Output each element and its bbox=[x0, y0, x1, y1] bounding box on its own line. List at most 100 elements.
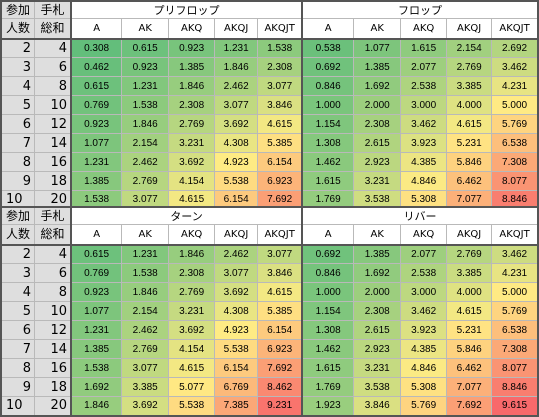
value-cell[interactable]: 3.231 bbox=[168, 133, 216, 153]
players-cell[interactable]: 4 bbox=[0, 76, 36, 96]
players-cell[interactable]: 8 bbox=[0, 358, 36, 378]
cards-cell[interactable]: 8 bbox=[34, 282, 73, 302]
value-cell[interactable]: 6.462 bbox=[446, 171, 493, 191]
value-cell[interactable]: 5.769 bbox=[491, 114, 539, 134]
value-cell[interactable]: 1.615 bbox=[301, 358, 355, 378]
value-cell[interactable]: 3.462 bbox=[400, 301, 448, 321]
value-cell[interactable]: 5.538 bbox=[168, 396, 216, 417]
value-cell[interactable]: 0.923 bbox=[70, 282, 123, 302]
value-cell[interactable]: 2.692 bbox=[491, 38, 539, 58]
value-cell[interactable]: 1.846 bbox=[70, 396, 123, 417]
cards-cell[interactable]: 6 bbox=[34, 57, 73, 77]
value-cell[interactable]: 0.692 bbox=[301, 57, 355, 77]
value-cell[interactable]: 0.769 bbox=[70, 263, 123, 283]
value-cell[interactable]: 0.769 bbox=[70, 95, 123, 115]
value-cell[interactable]: 1.154 bbox=[301, 301, 355, 321]
value-cell[interactable]: 2.462 bbox=[214, 76, 259, 96]
cards-cell[interactable]: 14 bbox=[34, 133, 73, 153]
players-cell[interactable]: 3 bbox=[0, 263, 36, 283]
value-cell[interactable]: 6.923 bbox=[257, 339, 304, 359]
players-cell[interactable]: 6 bbox=[0, 114, 36, 134]
value-cell[interactable]: 4.615 bbox=[257, 114, 304, 134]
value-cell[interactable]: 0.692 bbox=[301, 244, 355, 264]
value-cell[interactable]: 5.538 bbox=[214, 171, 259, 191]
value-cell[interactable]: 2.462 bbox=[214, 244, 259, 264]
value-cell[interactable]: 3.923 bbox=[400, 320, 448, 340]
value-cell[interactable]: 1.846 bbox=[168, 244, 216, 264]
value-cell[interactable]: 2.769 bbox=[121, 171, 170, 191]
value-cell[interactable]: 3.077 bbox=[257, 76, 304, 96]
value-cell[interactable]: 2.000 bbox=[353, 95, 402, 115]
value-cell[interactable]: 3.077 bbox=[121, 358, 170, 378]
value-cell[interactable]: 2.308 bbox=[257, 57, 304, 77]
value-cell[interactable]: 2.923 bbox=[353, 339, 402, 359]
cards-cell[interactable]: 18 bbox=[34, 171, 73, 191]
value-cell[interactable]: 3.231 bbox=[353, 358, 402, 378]
value-cell[interactable]: 2.769 bbox=[168, 282, 216, 302]
value-cell[interactable]: 6.154 bbox=[257, 152, 304, 172]
value-cell[interactable]: 2.000 bbox=[353, 282, 402, 302]
value-cell[interactable]: 3.692 bbox=[168, 152, 216, 172]
value-cell[interactable]: 1.231 bbox=[70, 320, 123, 340]
value-cell[interactable]: 1.846 bbox=[214, 57, 259, 77]
value-cell[interactable]: 1.154 bbox=[301, 114, 355, 134]
value-cell[interactable]: 1.077 bbox=[70, 301, 123, 321]
value-cell[interactable]: 3.692 bbox=[214, 114, 259, 134]
value-cell[interactable]: 8.462 bbox=[257, 377, 304, 397]
value-cell[interactable]: 4.615 bbox=[446, 114, 493, 134]
value-cell[interactable]: 3.692 bbox=[168, 320, 216, 340]
value-cell[interactable]: 9.231 bbox=[257, 396, 304, 417]
value-cell[interactable]: 5.308 bbox=[400, 377, 448, 397]
value-cell[interactable]: 2.308 bbox=[168, 95, 216, 115]
value-cell[interactable]: 6.769 bbox=[214, 377, 259, 397]
value-cell[interactable]: 1.308 bbox=[301, 133, 355, 153]
value-cell[interactable]: 2.308 bbox=[353, 114, 402, 134]
value-cell[interactable]: 0.462 bbox=[70, 57, 123, 77]
value-cell[interactable]: 1.692 bbox=[353, 263, 402, 283]
players-cell[interactable]: 2 bbox=[0, 244, 36, 264]
value-cell[interactable]: 1.385 bbox=[353, 57, 402, 77]
value-cell[interactable]: 0.615 bbox=[70, 76, 123, 96]
value-cell[interactable]: 7.308 bbox=[491, 152, 539, 172]
value-cell[interactable]: 3.000 bbox=[400, 95, 448, 115]
value-cell[interactable]: 0.846 bbox=[301, 76, 355, 96]
value-cell[interactable]: 1.538 bbox=[257, 38, 304, 58]
value-cell[interactable]: 0.923 bbox=[121, 57, 170, 77]
players-cell[interactable]: 7 bbox=[0, 133, 36, 153]
value-cell[interactable]: 1.769 bbox=[301, 377, 355, 397]
value-cell[interactable]: 2.769 bbox=[168, 114, 216, 134]
value-cell[interactable]: 5.231 bbox=[446, 320, 493, 340]
value-cell[interactable]: 5.385 bbox=[257, 301, 304, 321]
value-cell[interactable]: 1.308 bbox=[301, 320, 355, 340]
value-cell[interactable]: 7.077 bbox=[446, 377, 493, 397]
value-cell[interactable]: 3.385 bbox=[446, 263, 493, 283]
value-cell[interactable]: 5.846 bbox=[446, 339, 493, 359]
value-cell[interactable]: 2.077 bbox=[400, 57, 448, 77]
value-cell[interactable]: 1.846 bbox=[168, 76, 216, 96]
value-cell[interactable]: 4.000 bbox=[446, 95, 493, 115]
value-cell[interactable]: 0.923 bbox=[168, 38, 216, 58]
value-cell[interactable]: 3.231 bbox=[353, 171, 402, 191]
value-cell[interactable]: 6.538 bbox=[491, 320, 539, 340]
players-cell[interactable]: 2 bbox=[0, 38, 36, 58]
value-cell[interactable]: 1.462 bbox=[301, 339, 355, 359]
players-cell[interactable]: 9 bbox=[0, 377, 36, 397]
players-cell[interactable]: 10 bbox=[0, 396, 36, 417]
value-cell[interactable]: 3.231 bbox=[168, 301, 216, 321]
value-cell[interactable]: 0.615 bbox=[70, 244, 123, 264]
value-cell[interactable]: 3.000 bbox=[400, 282, 448, 302]
value-cell[interactable]: 5.000 bbox=[491, 95, 539, 115]
players-cell[interactable]: 9 bbox=[0, 171, 36, 191]
value-cell[interactable]: 4.385 bbox=[400, 339, 448, 359]
value-cell[interactable]: 3.846 bbox=[257, 95, 304, 115]
players-cell[interactable]: 4 bbox=[0, 282, 36, 302]
value-cell[interactable]: 2.538 bbox=[400, 263, 448, 283]
value-cell[interactable]: 3.692 bbox=[214, 282, 259, 302]
value-cell[interactable]: 3.077 bbox=[257, 244, 304, 264]
value-cell[interactable]: 4.308 bbox=[214, 133, 259, 153]
value-cell[interactable]: 2.154 bbox=[121, 133, 170, 153]
cards-cell[interactable]: 6 bbox=[34, 263, 73, 283]
value-cell[interactable]: 6.923 bbox=[257, 171, 304, 191]
value-cell[interactable]: 6.154 bbox=[214, 358, 259, 378]
value-cell[interactable]: 3.846 bbox=[257, 263, 304, 283]
